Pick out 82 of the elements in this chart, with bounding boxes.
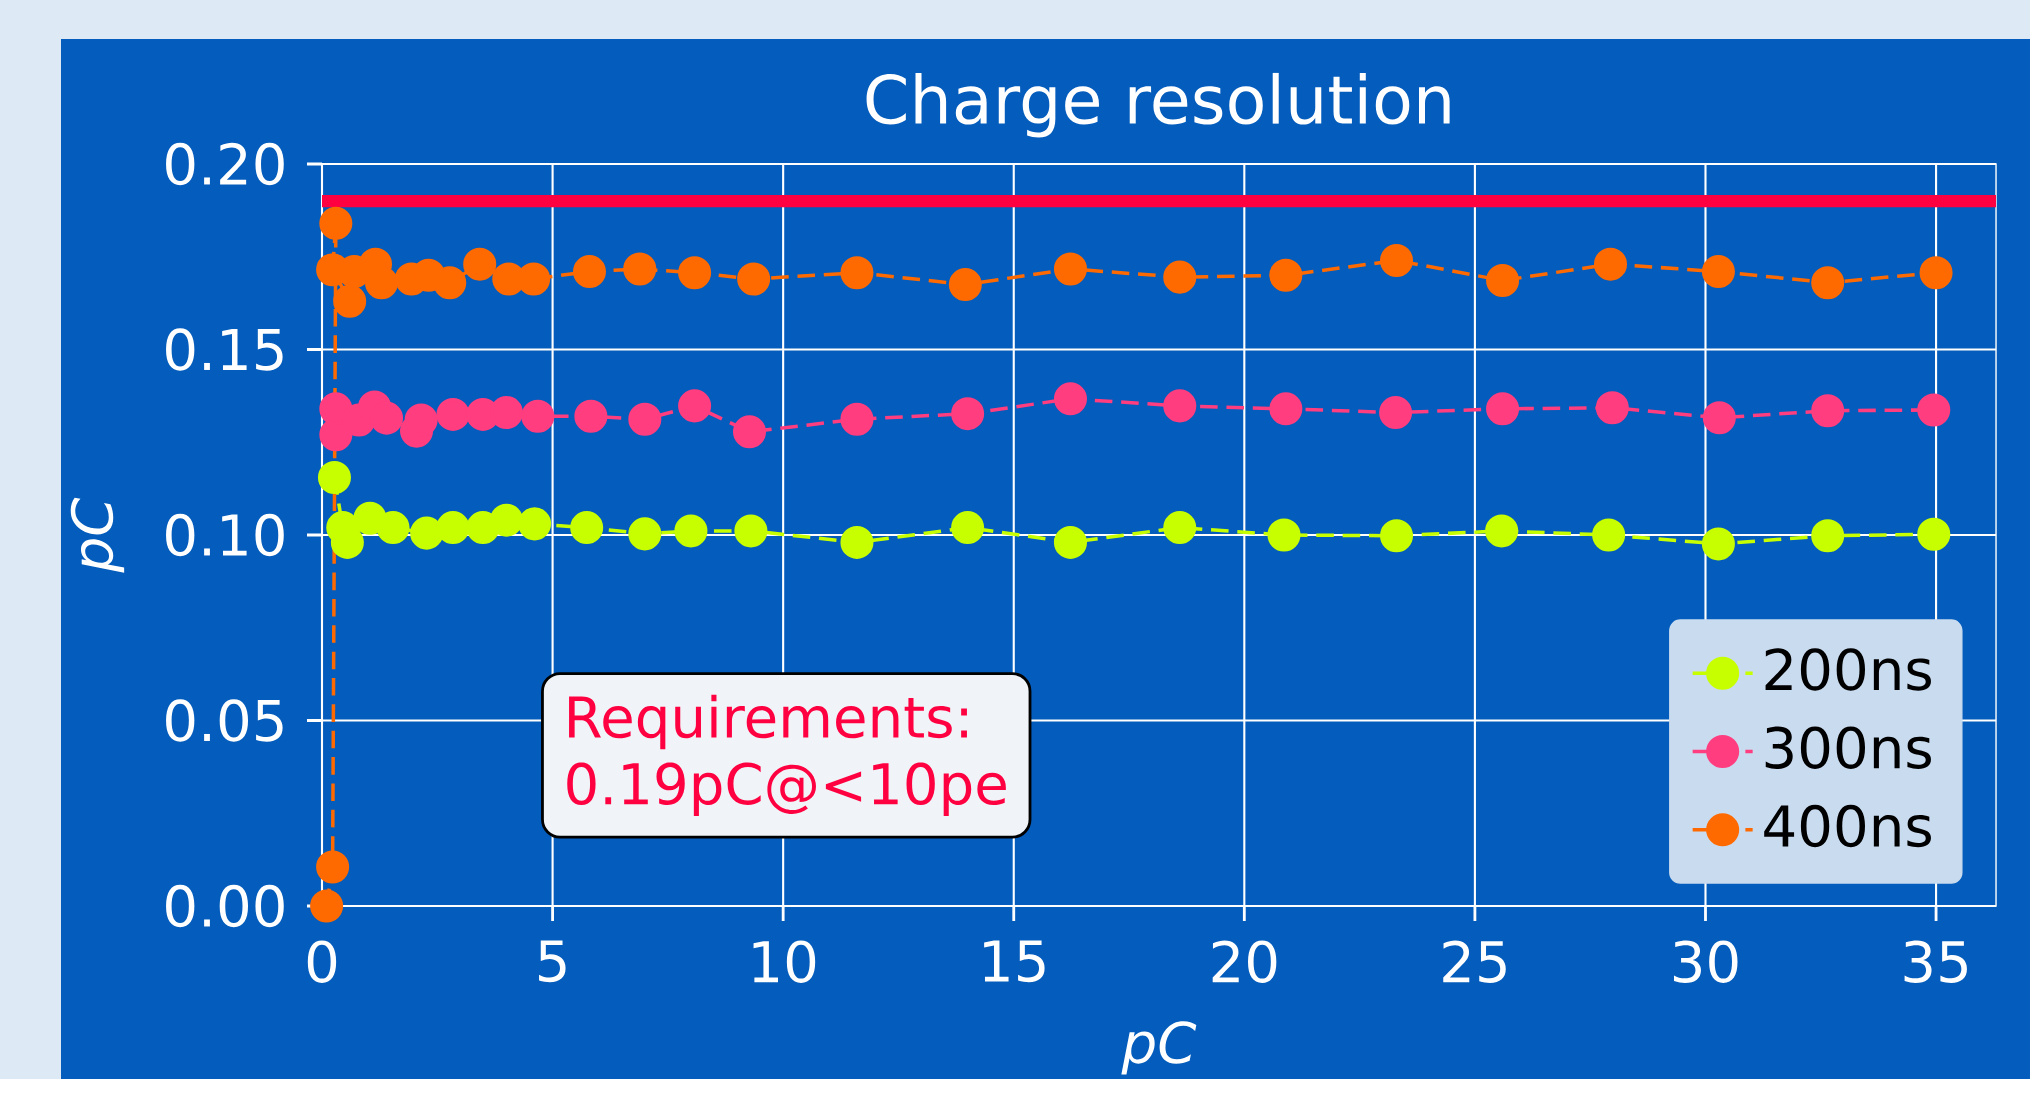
point <box>572 254 606 288</box>
point <box>1486 392 1520 426</box>
point <box>1163 260 1197 294</box>
point <box>1917 517 1951 551</box>
point <box>951 510 985 544</box>
point <box>1919 256 1953 290</box>
point <box>521 399 555 433</box>
point <box>1053 525 1087 559</box>
point <box>734 514 768 548</box>
point <box>1269 258 1303 292</box>
annotation: 0.19pC@<10pe <box>567 762 1006 816</box>
point <box>1379 395 1413 429</box>
legend-label: 300ns <box>1765 726 1931 769</box>
point <box>433 266 467 300</box>
x-tick-label: 0 <box>307 940 337 983</box>
point <box>840 525 874 559</box>
point <box>628 517 662 551</box>
point <box>1593 247 1628 281</box>
point <box>436 397 470 431</box>
point <box>732 415 767 449</box>
point <box>1702 401 1736 435</box>
y-tick-label: 0.05 <box>166 699 283 742</box>
x-tick-label: 10 <box>753 940 816 983</box>
point <box>1811 394 1845 428</box>
point <box>1379 243 1414 277</box>
point <box>1701 527 1735 561</box>
point <box>1269 392 1303 426</box>
point <box>840 402 874 436</box>
x-tick-label: 35 <box>1904 940 1967 983</box>
point <box>948 267 982 301</box>
point <box>574 399 608 433</box>
legend-label: 200ns <box>1765 648 1931 691</box>
point <box>1267 518 1301 552</box>
point <box>376 510 410 544</box>
point <box>1592 518 1626 552</box>
point <box>333 284 367 318</box>
point <box>678 256 712 290</box>
point <box>737 262 771 296</box>
point <box>623 252 657 286</box>
point <box>840 256 874 290</box>
point <box>1917 393 1951 427</box>
point <box>1811 266 1845 300</box>
point <box>1053 252 1087 286</box>
legend-label: 400ns <box>1764 804 1931 848</box>
y-tick-label: 0.10 <box>166 513 284 557</box>
x-tick-label: 15 <box>984 940 1045 983</box>
point <box>436 510 470 544</box>
point <box>310 889 344 923</box>
point <box>678 389 712 423</box>
point <box>489 503 523 537</box>
point <box>1379 519 1414 553</box>
point <box>1163 389 1197 423</box>
y-axis-title: pC <box>70 497 125 573</box>
point <box>518 507 552 541</box>
point <box>1053 382 1087 416</box>
x-axis-title: pC <box>1121 1021 1197 1075</box>
point <box>628 402 662 436</box>
point <box>1486 263 1520 297</box>
point <box>951 397 985 431</box>
y-tick-label: 0.00 <box>166 884 284 928</box>
point <box>1163 510 1197 544</box>
x-tick-label: 30 <box>1674 940 1738 983</box>
annotation: Requirements: <box>569 694 967 750</box>
point <box>1811 519 1845 553</box>
point <box>570 510 604 544</box>
point <box>319 206 353 240</box>
point <box>1701 254 1735 288</box>
x-tick-label: 5 <box>539 940 566 983</box>
point <box>674 514 708 548</box>
point <box>364 266 399 300</box>
point <box>410 516 444 550</box>
chart-title: Charge resolution <box>866 72 1450 138</box>
x-tick-label: 20 <box>1212 940 1277 983</box>
point <box>1595 391 1629 425</box>
point <box>1485 514 1519 548</box>
y-tick-label: 0.20 <box>166 142 284 186</box>
point <box>463 247 497 281</box>
point <box>317 460 351 494</box>
x-tick-label: 25 <box>1443 940 1506 983</box>
point <box>370 401 404 435</box>
point <box>316 850 350 884</box>
y-tick-label: 0.15 <box>166 328 283 371</box>
